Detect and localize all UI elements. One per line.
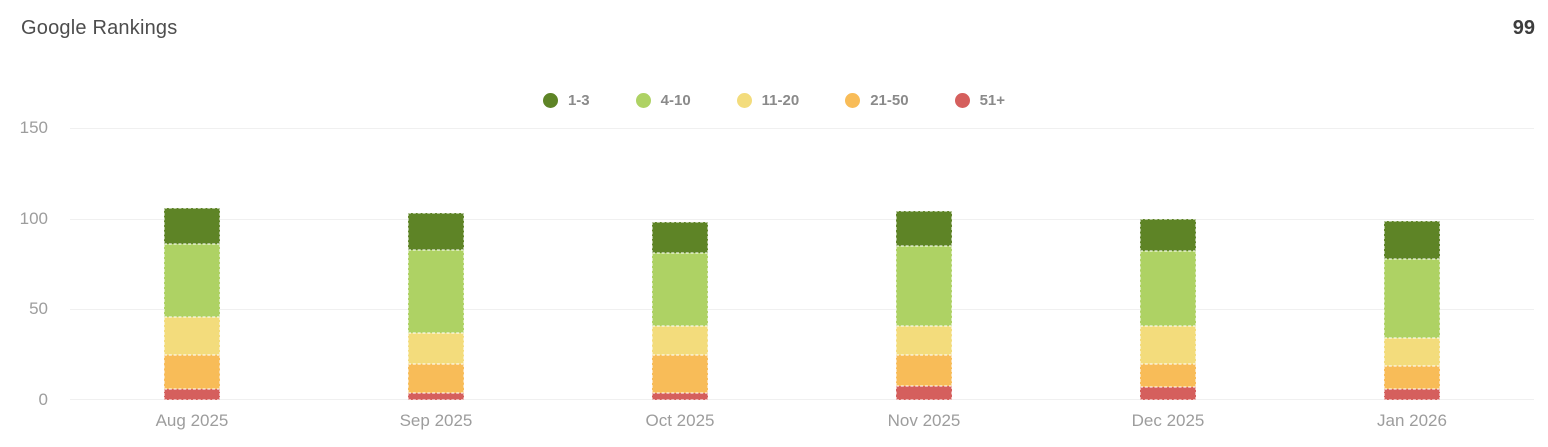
stacked-bar-Jan 2026[interactable] bbox=[1384, 220, 1440, 400]
bar-segment-21-50[interactable] bbox=[1384, 365, 1440, 390]
stacked-bar-Dec 2025[interactable] bbox=[1140, 218, 1196, 400]
legend-label: 1-3 bbox=[567, 91, 590, 109]
legend-label: 51+ bbox=[979, 91, 1006, 109]
gridline-100 bbox=[70, 218, 1534, 220]
x-label-Nov 2025: Nov 2025 bbox=[887, 411, 961, 430]
bar-segment-4-10[interactable] bbox=[408, 249, 464, 333]
bar-segment-51+[interactable] bbox=[1384, 389, 1440, 400]
bar-segment-11-20[interactable] bbox=[1140, 325, 1196, 364]
widget-header: Google Rankings 99 bbox=[0, 0, 1548, 40]
bar-segment-21-50[interactable] bbox=[408, 363, 464, 393]
bar-segment-21-50[interactable] bbox=[164, 354, 220, 390]
y-tick-0: 0 bbox=[38, 390, 48, 409]
gridline-0 bbox=[70, 399, 1534, 400]
y-tick-100: 100 bbox=[19, 208, 48, 228]
stacked-bar-chart: 150 100 50 0 Aug 2025 Sep 2025 Oct 2025 Nov 20… bbox=[0, 118, 1548, 431]
bar-slot-Sep 2025 bbox=[314, 128, 558, 400]
stacked-bar-Aug 2025[interactable] bbox=[164, 207, 220, 400]
bar-segment-11-20[interactable] bbox=[896, 325, 952, 355]
bar-segment-1-3[interactable] bbox=[408, 213, 464, 250]
bar-segment-4-10[interactable] bbox=[164, 244, 220, 317]
legend-item-51+[interactable]: 51+ bbox=[954, 91, 1006, 109]
legend-dot-51+ bbox=[954, 92, 970, 108]
legend-dot-21-50 bbox=[845, 92, 861, 108]
bar-segment-4-10[interactable] bbox=[1140, 251, 1196, 326]
bar-segment-21-50[interactable] bbox=[652, 354, 708, 393]
x-label-Jan 2026: Jan 2026 bbox=[1377, 411, 1447, 430]
legend-item-4-10[interactable]: 4-10 bbox=[635, 91, 691, 109]
bar-segment-1-3[interactable] bbox=[896, 211, 952, 246]
legend-dot-11-20 bbox=[736, 92, 752, 108]
bar-segment-51+[interactable] bbox=[652, 392, 708, 400]
bar-segment-11-20[interactable] bbox=[408, 332, 464, 364]
bar-slot-Aug 2025 bbox=[70, 128, 314, 400]
total-count: 99 bbox=[1512, 17, 1535, 39]
plot-area: 150 100 50 0 bbox=[20, 118, 1534, 409]
legend-label: 21-50 bbox=[870, 91, 909, 109]
legend-item-21-50[interactable]: 21-50 bbox=[845, 91, 909, 109]
bar-segment-11-20[interactable] bbox=[164, 316, 220, 355]
stacked-bar-Sep 2025[interactable] bbox=[408, 213, 464, 400]
legend-dot-4-10 bbox=[635, 92, 651, 108]
bar-segment-4-10[interactable] bbox=[652, 253, 708, 326]
legend-dot-1-3 bbox=[542, 92, 558, 108]
x-label-Dec 2025: Dec 2025 bbox=[1131, 411, 1205, 430]
legend-item-11-20[interactable]: 11-20 bbox=[736, 91, 800, 109]
legend-item-1-3[interactable]: 1-3 bbox=[542, 91, 590, 109]
chart-legend: 1-3 4-10 11-20 21-50 51+ bbox=[0, 91, 1548, 109]
bar-segment-21-50[interactable] bbox=[896, 354, 952, 386]
y-tick-150: 150 bbox=[19, 118, 48, 137]
stacked-bar-Nov 2025[interactable] bbox=[896, 211, 952, 400]
bar-segment-1-3[interactable] bbox=[652, 222, 708, 254]
bar-slot-Jan 2026 bbox=[1290, 128, 1534, 400]
bar-segment-51+[interactable] bbox=[1140, 387, 1196, 400]
bar-segment-1-3[interactable] bbox=[1140, 218, 1196, 252]
bar-slot-Dec 2025 bbox=[1046, 128, 1290, 400]
x-axis-labels: Aug 2025 Sep 2025 Oct 2025 Nov 2025 Dec 2025… bbox=[70, 411, 1534, 431]
bar-segment-1-3[interactable] bbox=[164, 207, 220, 245]
bar-segment-51+[interactable] bbox=[896, 385, 952, 400]
bar-segment-51+[interactable] bbox=[408, 392, 464, 400]
legend-label: 4-10 bbox=[660, 91, 691, 109]
bar-segment-4-10[interactable] bbox=[896, 245, 952, 326]
gridline-150 bbox=[70, 128, 1534, 129]
bar-slot-Nov 2025 bbox=[802, 128, 1046, 400]
x-label-Oct 2025: Oct 2025 bbox=[645, 411, 715, 430]
bar-segment-21-50[interactable] bbox=[1140, 363, 1196, 388]
legend-label: 11-20 bbox=[761, 91, 800, 109]
x-label-Sep 2025: Sep 2025 bbox=[399, 411, 473, 430]
bar-slot-Oct 2025 bbox=[558, 128, 802, 400]
gridline-50 bbox=[70, 309, 1534, 311]
y-tick-50: 50 bbox=[29, 299, 48, 319]
bar-segment-1-3[interactable] bbox=[1384, 220, 1440, 259]
page-title: Google Rankings bbox=[21, 17, 178, 39]
stacked-bar-Oct 2025[interactable] bbox=[652, 222, 708, 400]
x-label-Aug 2025: Aug 2025 bbox=[155, 411, 229, 430]
bar-segment-11-20[interactable] bbox=[652, 325, 708, 355]
bar-segment-4-10[interactable] bbox=[1384, 258, 1440, 339]
bar-segment-51+[interactable] bbox=[164, 389, 220, 400]
bar-segment-11-20[interactable] bbox=[1384, 338, 1440, 366]
